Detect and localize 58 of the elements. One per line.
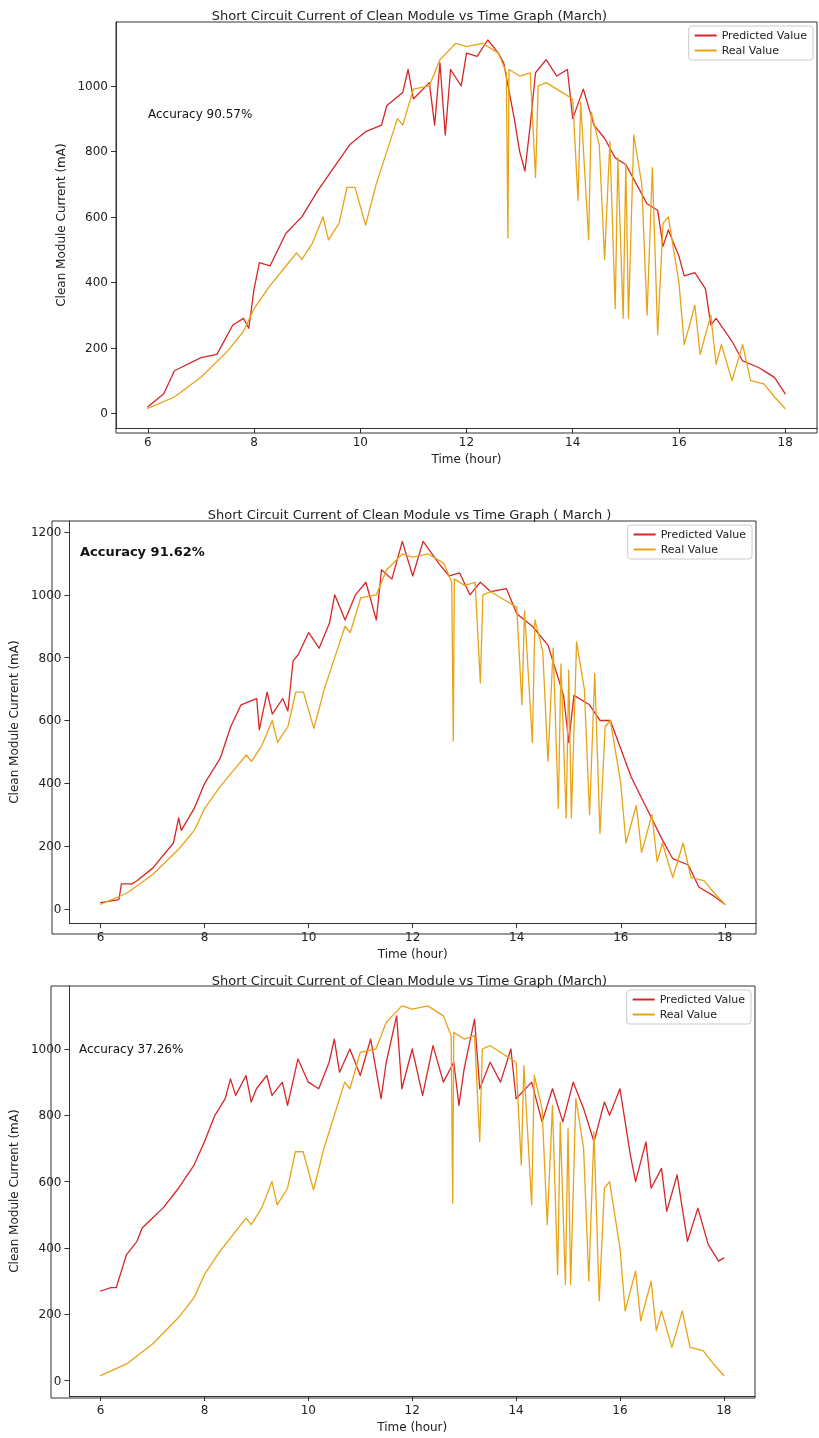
x-tick-label: 8 <box>200 1403 209 1418</box>
x-axis-title: Time (hour) <box>430 452 502 466</box>
annotation: Accuracy 91.62% <box>80 544 205 559</box>
chart-title: Short Circuit Current of Clean Module vs Time Graph ( March ) <box>207 507 612 522</box>
y-tick-label: 600 <box>38 713 62 728</box>
x-axis-title: Time (hour) <box>376 1420 448 1434</box>
y-tick-label: 1000 <box>30 587 62 602</box>
y-tick-label: 800 <box>38 1108 62 1123</box>
y-tick-label: 0 <box>100 406 108 421</box>
x-tick-label: 12 <box>405 930 421 945</box>
x-tick-label: 10 <box>301 930 317 945</box>
legend-label: Predicted Value <box>660 528 747 541</box>
x-tick-label: 12 <box>404 1403 420 1418</box>
x-tick-label: 8 <box>250 435 258 450</box>
y-tick-label: 200 <box>85 340 108 355</box>
x-tick-label: 14 <box>565 435 581 450</box>
legend-label: Predicted Value <box>721 29 808 42</box>
y-tick-label: 1000 <box>30 1041 62 1056</box>
y-tick-label: 400 <box>85 275 108 290</box>
x-tick-label: 6 <box>96 1403 105 1418</box>
x-axis-title: Time (hour) <box>376 947 448 961</box>
y-tick-label: 200 <box>38 839 62 854</box>
x-tick-label: 18 <box>717 930 733 945</box>
y-tick-label: 600 <box>38 1174 62 1189</box>
x-tick-label: 6 <box>144 435 152 450</box>
x-tick-label: 10 <box>300 1403 316 1418</box>
y-tick-label: 1000 <box>77 78 108 93</box>
y-tick-label: 800 <box>38 650 62 665</box>
x-tick-label: 8 <box>200 930 209 945</box>
annotation: Accuracy 37.26% <box>79 1042 184 1056</box>
annotation: Accuracy 90.57% <box>148 107 253 121</box>
x-tick-label: 16 <box>612 1403 628 1418</box>
x-tick-label: 14 <box>508 1403 524 1418</box>
y-tick-label: 800 <box>85 144 108 159</box>
y-axis-title: Clean Module Current (mA) <box>53 143 68 307</box>
y-tick-label: 200 <box>38 1307 62 1322</box>
legend-label: Real Value <box>660 543 719 556</box>
y-tick-label: 400 <box>38 1240 62 1255</box>
x-tick-label: 18 <box>777 435 793 450</box>
x-tick-label: 16 <box>671 435 687 450</box>
y-tick-label: 600 <box>85 209 108 224</box>
x-tick-label: 18 <box>716 1403 732 1418</box>
x-tick-label: 10 <box>352 435 368 450</box>
y-tick-label: 400 <box>38 776 62 791</box>
x-tick-label: 16 <box>613 930 629 945</box>
legend-label: Real Value <box>659 1008 718 1021</box>
x-tick-label: 12 <box>458 435 475 450</box>
x-tick-label: 14 <box>509 930 525 945</box>
x-tick-label: 6 <box>96 930 105 945</box>
legend-label: Real Value <box>721 44 780 57</box>
y-tick-label: 0 <box>53 1373 62 1388</box>
legend-label: Predicted Value <box>659 993 746 1006</box>
y-axis-title: Clean Module Current (mA) <box>7 1109 21 1273</box>
y-axis-title: Clean Module Current (mA) <box>7 640 21 804</box>
chart-title: Short Circuit Current of Clean Module vs Time Graph (March) <box>211 973 608 988</box>
chart-title: Short Circuit Current of Clean Module vs Time Graph (March) <box>211 8 608 23</box>
y-tick-label: 0 <box>53 901 62 916</box>
y-tick-label: 1200 <box>30 524 62 539</box>
